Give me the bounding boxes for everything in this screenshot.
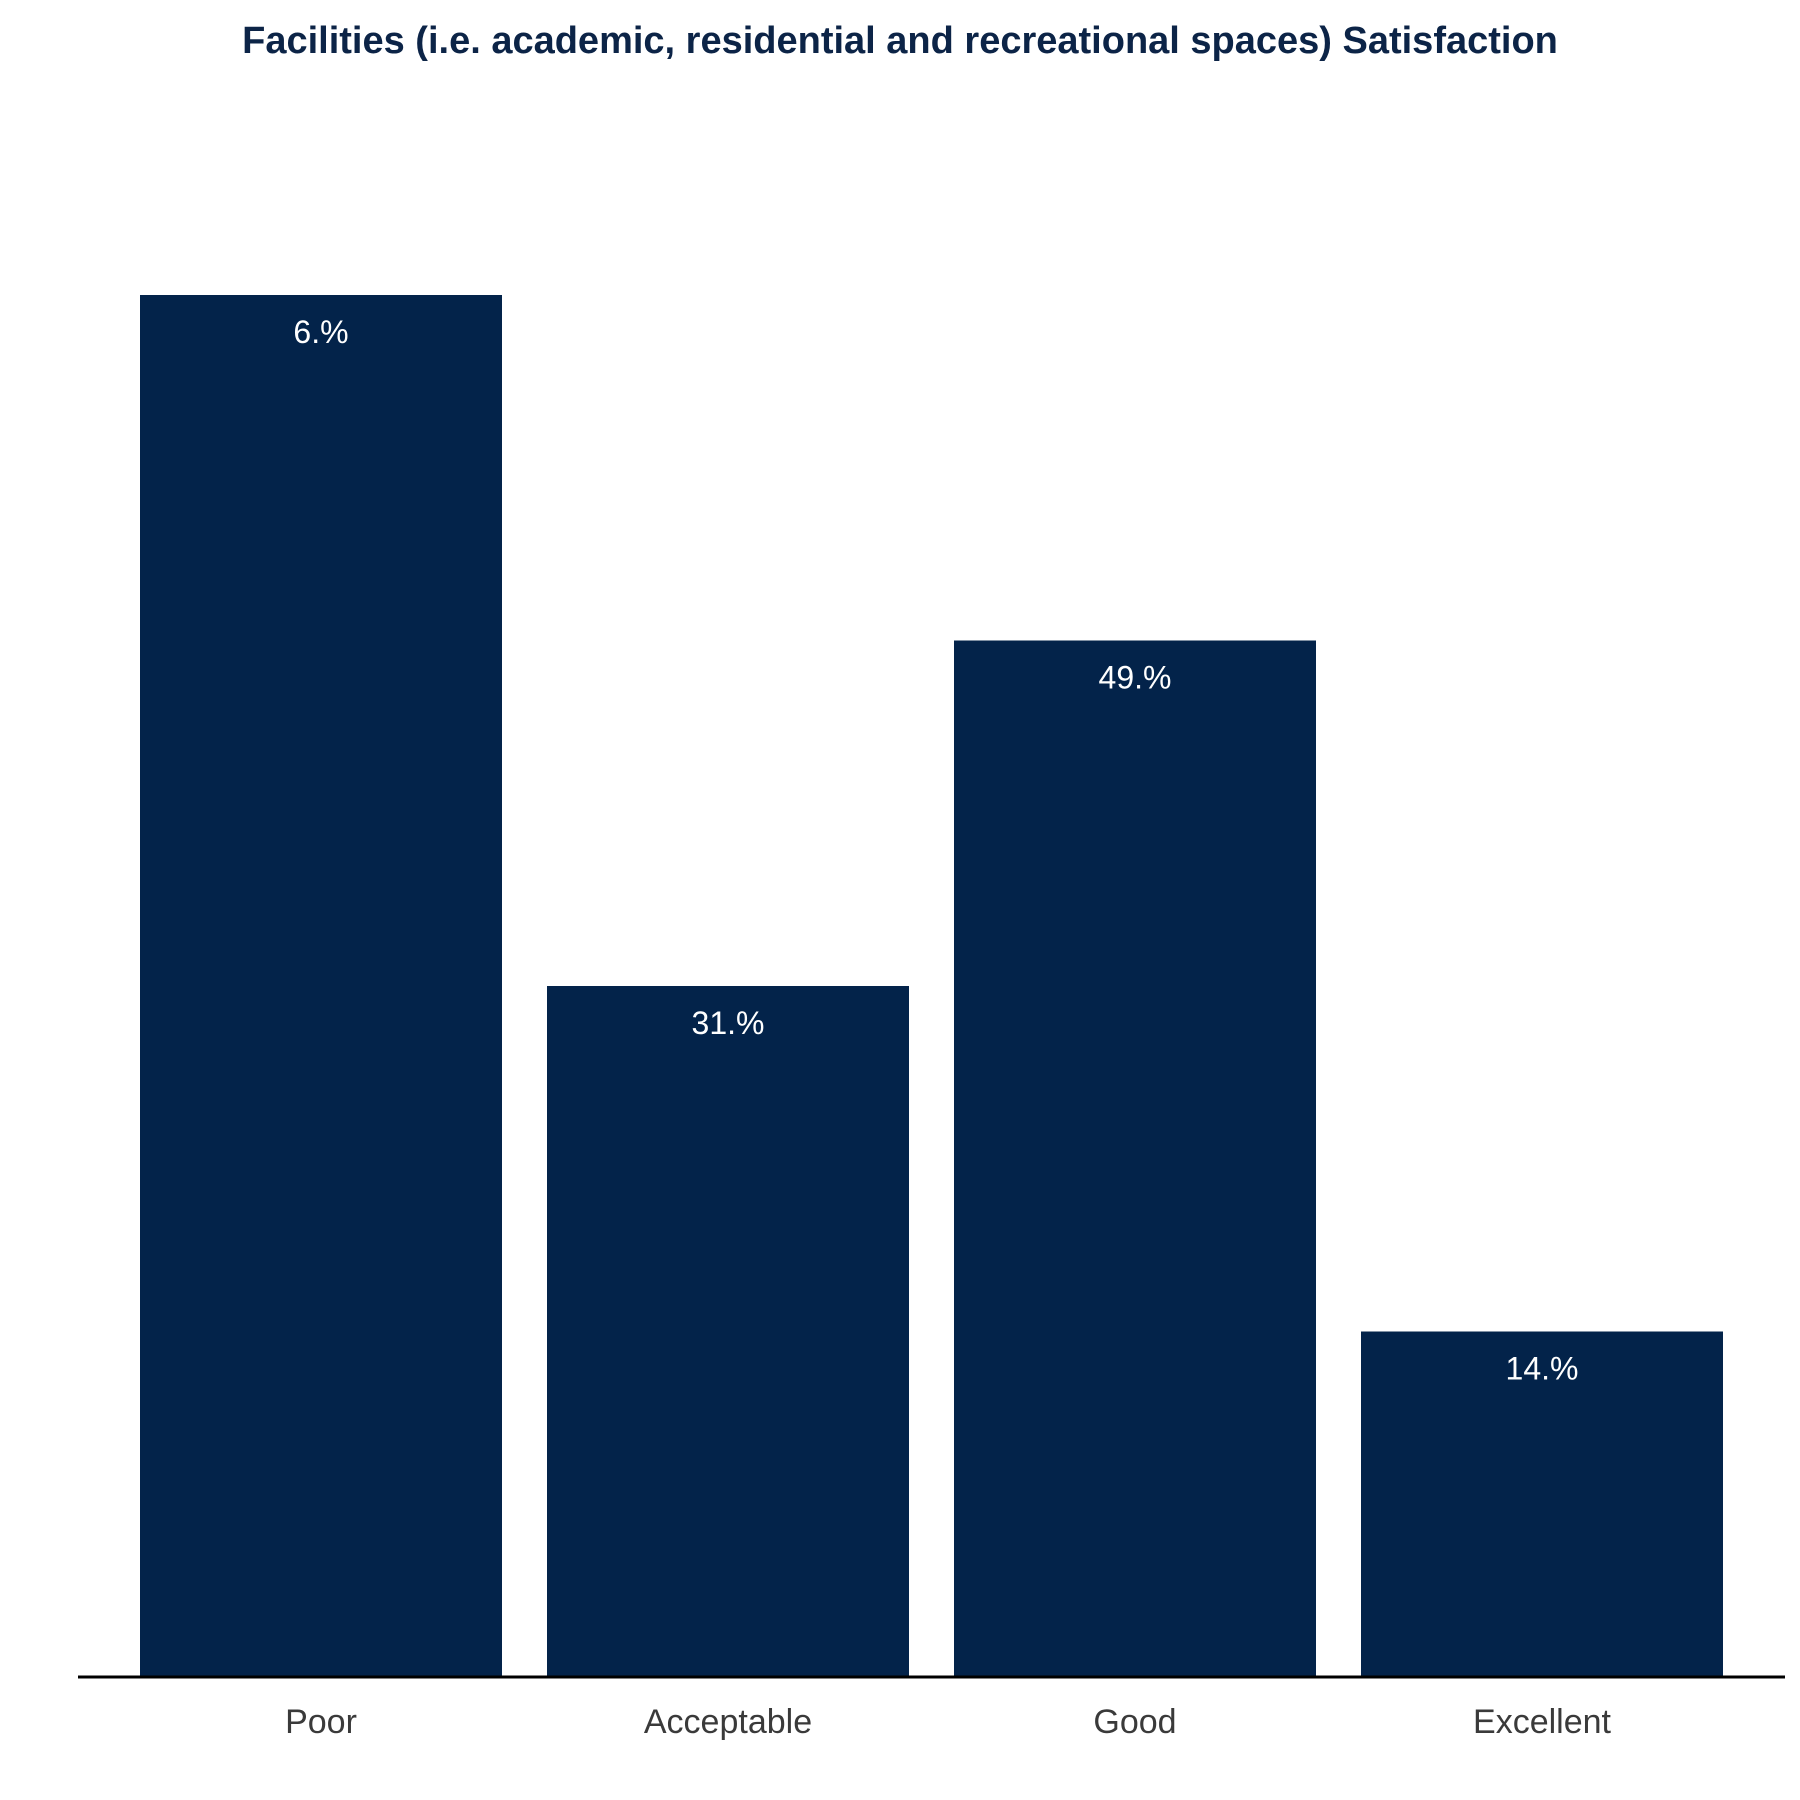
chart-title: Facilities (i.e. academic, residential a…: [242, 20, 1558, 62]
bar-poor: [140, 295, 502, 1677]
bar-good: [954, 640, 1316, 1677]
bar-acceptable: [547, 986, 909, 1677]
x-tick-label-poor: Poor: [285, 1703, 357, 1741]
x-tick-label-acceptable: Acceptable: [644, 1703, 812, 1741]
data-label-excellent: 14.%: [1506, 1351, 1579, 1387]
bar-excellent: [1361, 1331, 1723, 1677]
data-label-acceptable: 31.%: [692, 1005, 765, 1041]
data-label-good: 49.%: [1099, 660, 1172, 696]
bar-labels-layer: 6.% 31.% 49.% 14.%: [293, 314, 1578, 1387]
x-tick-label-good: Good: [1093, 1703, 1176, 1741]
data-label-poor: 6.%: [293, 314, 348, 350]
x-tick-label-excellent: Excellent: [1473, 1703, 1612, 1741]
x-tick-labels-layer: Poor Acceptable Good Excellent: [285, 1703, 1611, 1741]
bars-layer: [140, 295, 1723, 1677]
